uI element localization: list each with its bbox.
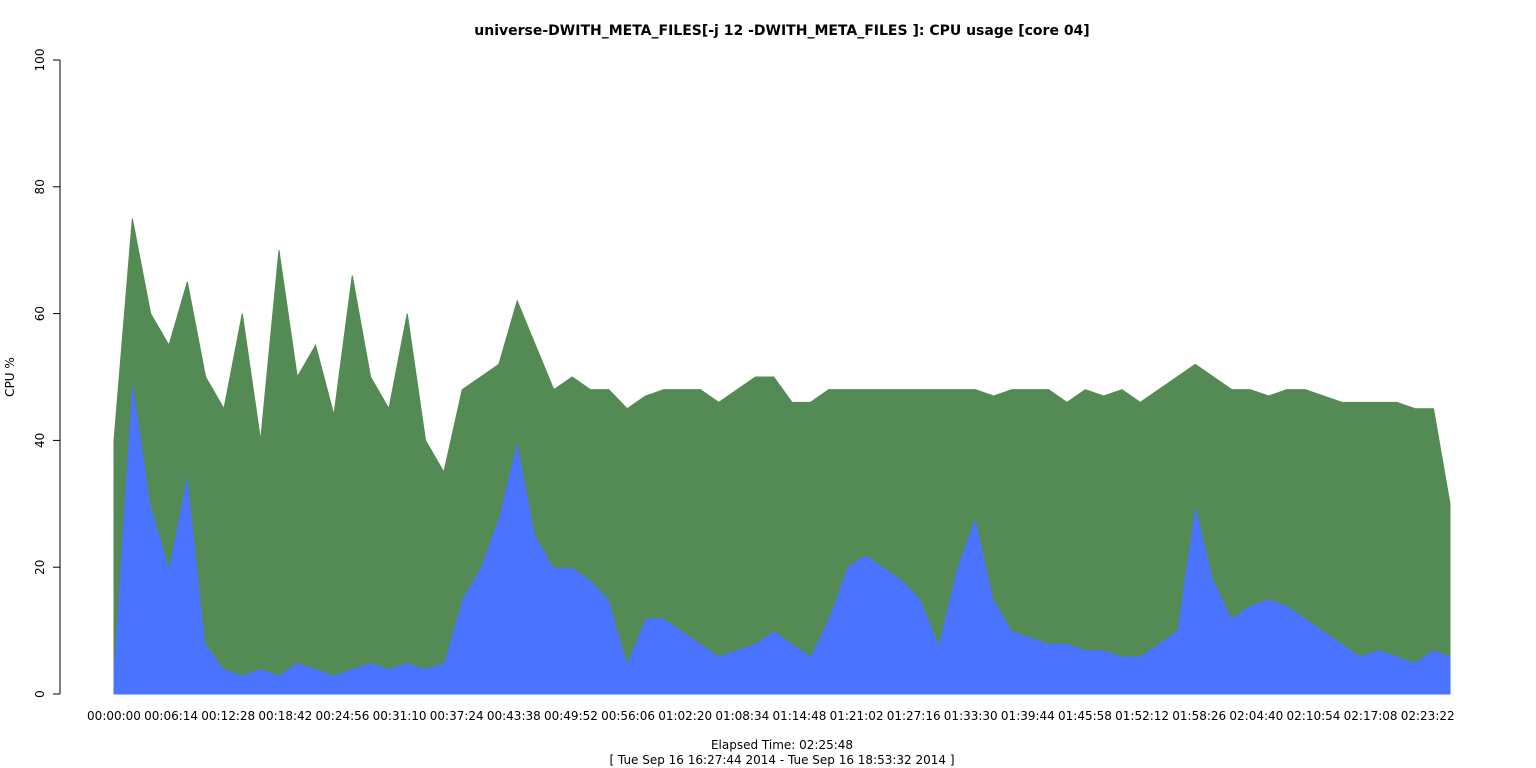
x-tick-label: 02:10:54 bbox=[1287, 709, 1341, 723]
x-tick-label: 01:02:20 bbox=[658, 709, 712, 723]
y-tick-label: 20 bbox=[33, 560, 47, 575]
x-axis-label: Elapsed Time: 02:25:48 bbox=[711, 738, 853, 752]
x-tick-label: 02:04:40 bbox=[1229, 709, 1283, 723]
area bbox=[113, 218, 1451, 676]
x-tick-label: 01:08:34 bbox=[715, 709, 769, 723]
x-tick-label: 01:21:02 bbox=[830, 709, 884, 723]
x-tick-label: 01:14:48 bbox=[772, 709, 826, 723]
y-tick-label: 80 bbox=[33, 179, 47, 194]
x-tick-label: 00:49:52 bbox=[544, 709, 598, 723]
y-tick-label: 0 bbox=[33, 690, 47, 698]
x-tick-label: 02:17:08 bbox=[1344, 709, 1398, 723]
x-tick-label: 01:52:12 bbox=[1115, 709, 1169, 723]
x-tick-label: 00:00:00 bbox=[87, 709, 141, 723]
x-tick-label: 01:39:44 bbox=[1001, 709, 1055, 723]
x-tick-label: 01:33:30 bbox=[944, 709, 998, 723]
y-tick-label: 100 bbox=[33, 49, 47, 72]
x-tick-label: 00:06:14 bbox=[144, 709, 198, 723]
x-tick-label: 01:45:58 bbox=[1058, 709, 1112, 723]
x-tick-label: 00:24:56 bbox=[316, 709, 370, 723]
x-tick-label: 00:37:24 bbox=[430, 709, 484, 723]
x-tick-label: 00:12:28 bbox=[201, 709, 255, 723]
subtitle: [ Tue Sep 16 16:27:44 2014 - Tue Sep 16 … bbox=[609, 753, 954, 767]
y-axis-label: CPU % bbox=[3, 357, 17, 397]
x-tick-label: 00:18:42 bbox=[258, 709, 312, 723]
x-tick-label: 00:31:10 bbox=[373, 709, 427, 723]
x-tick-label: 02:23:22 bbox=[1401, 709, 1455, 723]
x-tick-label: 01:58:26 bbox=[1172, 709, 1226, 723]
y-tick-label: 40 bbox=[33, 433, 47, 448]
y-tick-label: 60 bbox=[33, 306, 47, 321]
chart-title: universe-DWITH_META_FILES[-j 12 -DWITH_M… bbox=[474, 23, 1089, 39]
x-tick-label: 00:43:38 bbox=[487, 709, 541, 723]
x-tick-label: 00:56:06 bbox=[601, 709, 655, 723]
x-tick-label: 01:27:16 bbox=[887, 709, 941, 723]
